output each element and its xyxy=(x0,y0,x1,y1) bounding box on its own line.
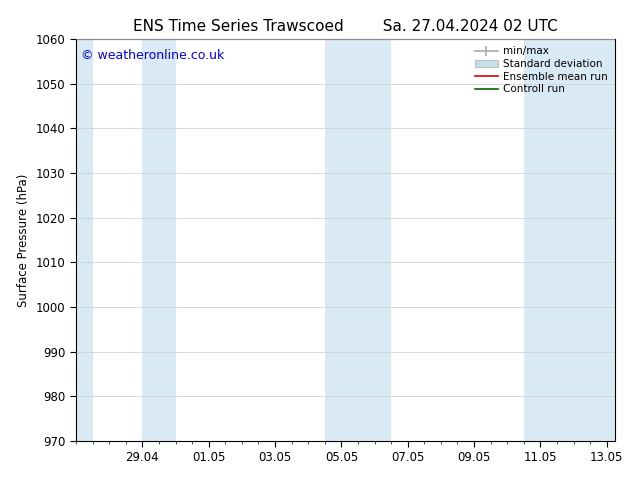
Text: © weatheronline.co.uk: © weatheronline.co.uk xyxy=(81,49,224,62)
Bar xyxy=(524,39,615,441)
Legend: min/max, Standard deviation, Ensemble mean run, Controll run: min/max, Standard deviation, Ensemble me… xyxy=(473,45,610,97)
Title: ENS Time Series Trawscoed        Sa. 27.04.2024 02 UTC: ENS Time Series Trawscoed Sa. 27.04.2024… xyxy=(133,19,558,34)
Bar xyxy=(76,39,93,441)
Bar xyxy=(143,39,176,441)
Y-axis label: Surface Pressure (hPa): Surface Pressure (hPa) xyxy=(17,173,30,307)
Bar xyxy=(325,39,391,441)
